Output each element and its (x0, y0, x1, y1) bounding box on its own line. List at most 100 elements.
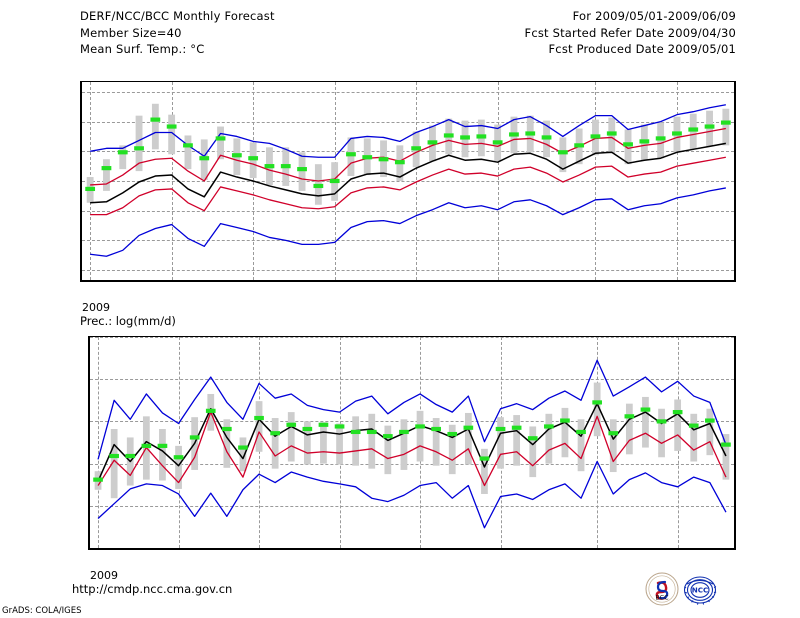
x-axis-tick-mark (597, 548, 598, 550)
gridline-horizontal (90, 337, 734, 338)
logo-group: BCC NCC (645, 572, 745, 606)
spread-bar (287, 412, 295, 462)
x-axis-tick-mark (253, 280, 254, 282)
x-axis-tick-mark (677, 280, 678, 282)
observation-mark-group (85, 117, 731, 192)
precipitation-chart: -3-2-10121MAY6MAY11MAY16MAY21MAY26MAY1JU… (88, 336, 736, 550)
spread-bar (513, 415, 521, 466)
gridline-horizontal (90, 421, 734, 423)
gridline-vertical (597, 337, 599, 548)
x-axis-tick-mark (416, 280, 417, 282)
spread-bar (416, 410, 424, 462)
spread-bar (561, 407, 569, 458)
spread-bar (593, 382, 601, 437)
spread-bar (110, 428, 118, 499)
gridline-horizontal (90, 463, 734, 465)
spread-bar (609, 419, 617, 473)
gridline-vertical (178, 337, 180, 548)
spread-bar (298, 152, 306, 191)
header-member-size: Member Size=40 (80, 25, 182, 40)
temperature-plot-area: 6912151821241MAY6MAY11MAY16MAY21MAY26MAY… (80, 81, 736, 282)
series-line (90, 156, 726, 216)
x-axis-tick-mark (179, 548, 180, 550)
x-axis-tick-mark (335, 280, 336, 282)
gridline-horizontal (82, 121, 734, 123)
spread-bar (690, 413, 698, 462)
bcc-logo: BCC (645, 572, 679, 606)
spread-bar (184, 135, 192, 170)
precipitation-x-year: 2009 (90, 569, 118, 582)
spread-bar (347, 137, 355, 177)
series-line (90, 142, 726, 204)
header-title: DERF/NCC/BCC Monthly Forecast (80, 9, 275, 23)
spread-bar (706, 408, 714, 456)
spread-bar (159, 428, 166, 481)
header-variable-label: Mean Surf. Temp.: °C (80, 42, 205, 56)
temperature-chart: 6912151821241MAY6MAY11MAY16MAY21MAY26MAY… (80, 81, 736, 282)
x-axis-tick-mark (340, 548, 341, 550)
gridline-vertical (98, 337, 100, 548)
header-forecast-period: For 2009/05/01-2009/06/09 (572, 9, 736, 23)
temperature-x-year: 2009 (82, 301, 110, 314)
gridline-horizontal (90, 505, 734, 507)
spread-bar (352, 416, 360, 466)
header-start-date: Fcst Started Refer Date 2009/04/30 (524, 25, 736, 40)
series-line (97, 402, 727, 482)
spread-bar-group (86, 103, 730, 205)
spread-bar (103, 159, 110, 191)
spread-bar (722, 108, 730, 146)
spread-bar (722, 434, 730, 480)
grads-credit: GrADS: COLA/IGES (2, 606, 82, 616)
gridline-horizontal (90, 548, 734, 549)
spread-bar (464, 412, 472, 465)
x-axis-tick-mark (595, 280, 596, 282)
spread-bar (448, 424, 456, 475)
spread-bar (255, 401, 263, 452)
spread-bar (674, 399, 682, 451)
ncc-logo: NCC (683, 572, 717, 606)
spread-bar (168, 114, 176, 155)
svg-text:BCC: BCC (655, 594, 669, 602)
spread-bar (223, 419, 231, 468)
series-line (97, 411, 727, 487)
series-line (90, 127, 726, 186)
spread-bar (400, 419, 408, 470)
gridline-horizontal (82, 270, 734, 272)
spread-bar (625, 403, 633, 455)
precipitation-plot-area: -3-2-10121MAY6MAY11MAY16MAY21MAY26MAY1JU… (88, 336, 736, 550)
spread-bar (384, 425, 392, 475)
series-layer (85, 103, 731, 257)
spread-bar (481, 448, 488, 494)
x-axis-tick-mark (172, 280, 173, 282)
gridline-horizontal (82, 210, 734, 212)
gridline-vertical (171, 82, 173, 280)
spread-bar (151, 103, 159, 150)
spread-bar (432, 418, 440, 466)
x-axis-tick-mark (678, 548, 679, 550)
spread-bar (271, 418, 279, 469)
spread-bar (577, 419, 585, 472)
series-line (97, 460, 727, 529)
series-line (90, 187, 726, 257)
gridline-horizontal (90, 379, 734, 381)
spread-bar (559, 137, 567, 173)
spread-bar (529, 426, 537, 478)
precipitation-axis-label: Prec.: log(mm/d) (80, 314, 176, 328)
gridline-horizontal (82, 181, 734, 182)
footer-url[interactable]: http://cmdp.ncc.cma.gov.cn (72, 582, 233, 596)
spread-bar (175, 445, 182, 489)
x-axis-tick-mark (90, 280, 91, 282)
x-axis-tick-mark (501, 548, 502, 550)
spread-bar (624, 129, 632, 165)
gridline-horizontal (82, 91, 734, 93)
svg-text:NCC: NCC (692, 586, 709, 595)
observation-mark-group (93, 400, 731, 482)
x-axis-tick-mark (98, 548, 99, 550)
spread-bar-group (94, 382, 730, 499)
gridline-vertical (416, 82, 418, 280)
spread-bar (217, 126, 224, 160)
x-axis-tick-mark (498, 280, 499, 282)
header-right-block: For 2009/05/01-2009/06/09 Fcst Started R… (525, 8, 737, 58)
spread-bar (336, 423, 343, 465)
